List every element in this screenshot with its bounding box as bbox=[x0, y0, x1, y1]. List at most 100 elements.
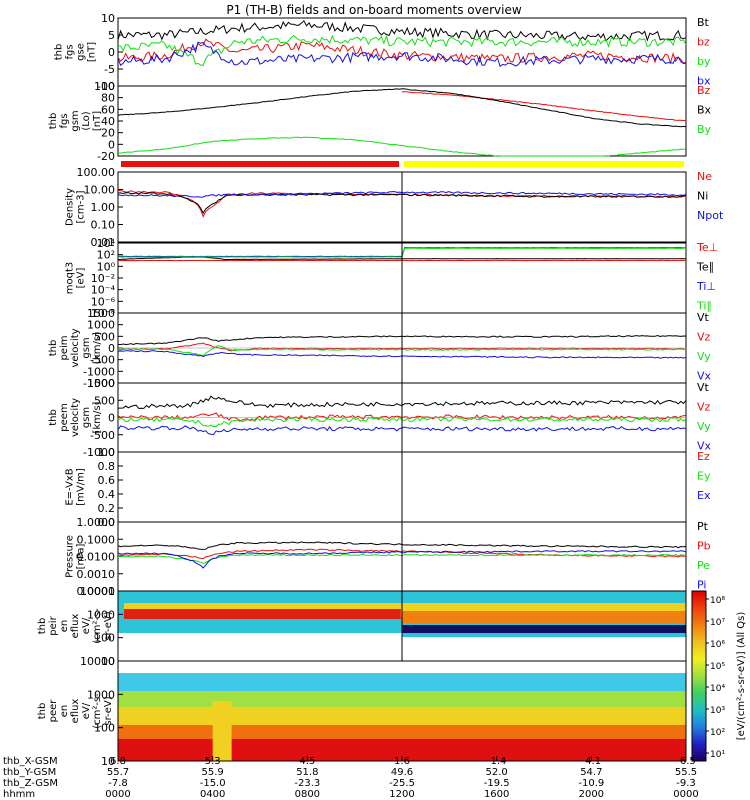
ephemeris-value: 0400 bbox=[200, 789, 225, 800]
y-tick-label: 0 bbox=[108, 412, 115, 425]
y-axis-label-line: gsm bbox=[70, 110, 81, 131]
ephemeris-value: 54.7 bbox=[580, 767, 602, 778]
legend-entry: Vy bbox=[697, 420, 711, 433]
spectrogram-ion-edge bbox=[402, 633, 686, 637]
y-axis-label-line: velocity bbox=[70, 398, 81, 437]
y-axis-label-line: [nPa] bbox=[76, 543, 87, 569]
y-axis-label: thbfgsgse[nT] bbox=[54, 42, 98, 62]
ephemeris-row-label: thb_X-GSM bbox=[3, 756, 58, 767]
ephemeris-value: -23.3 bbox=[294, 778, 320, 789]
legend-entry: Pe bbox=[697, 559, 710, 572]
y-tick-label: 100 bbox=[94, 80, 115, 93]
y-tick-label: 0.1000 bbox=[77, 533, 116, 546]
y-axis-label-line: thb bbox=[48, 340, 59, 357]
y-axis-label: thbpeerenefluxeV/(cm²-s-sr-eV) bbox=[37, 693, 114, 729]
y-tick-label: 0.0001 bbox=[77, 585, 116, 598]
mode-bar-fast bbox=[404, 161, 684, 167]
panel-p8: 1.00000.10000.01000.00100.0001Pressure[n… bbox=[65, 516, 711, 598]
y-axis-label: thbpeimvelocitygsm[km/s] bbox=[48, 328, 103, 367]
colorbar-tick-label: 10⁶ bbox=[710, 640, 725, 650]
y-tick-label: 0.4 bbox=[98, 488, 116, 501]
legend-entry: Ex bbox=[697, 489, 711, 502]
y-axis-label-line: fgs bbox=[59, 113, 70, 128]
legend-entry: Ez bbox=[697, 450, 710, 463]
y-tick-label: 0 bbox=[108, 46, 115, 59]
spectrogram-electron-band-cyan bbox=[118, 673, 686, 693]
y-axis-label-line: fgs bbox=[65, 44, 76, 59]
ephemeris-value: -4.1 bbox=[582, 756, 602, 767]
ephemeris-value: -15.0 bbox=[200, 778, 226, 789]
y-axis-label-line: peim bbox=[59, 335, 70, 360]
y-axis-label-line: thb bbox=[48, 409, 59, 426]
legend-entry: Pb bbox=[697, 540, 711, 553]
y-tick-label: 500 bbox=[94, 330, 115, 343]
panel-p1: 10 5 0 -5 -10 thbfgsgse[nT] Bt bz by bx bbox=[54, 12, 711, 93]
y-tick-label: 1000 bbox=[87, 377, 115, 390]
ephemeris-value: 52.0 bbox=[486, 767, 508, 778]
y-axis-label-line: thb bbox=[37, 618, 48, 635]
ephemeris-value: 5.3 bbox=[205, 756, 221, 767]
legend-entry: Pi bbox=[697, 579, 706, 592]
y-tick-label: 100 bbox=[94, 632, 115, 645]
ephemeris-value: 6.8 bbox=[110, 756, 126, 767]
y-tick-label: 10⁻⁶ bbox=[91, 295, 116, 308]
y-tick-label: 100 bbox=[94, 722, 115, 735]
y-axis-label-line: eflux bbox=[70, 614, 81, 639]
ephemeris-value: 49.6 bbox=[391, 767, 413, 778]
colorbar-tick-label: 10⁸ bbox=[710, 596, 725, 606]
y-tick-label: -1500 bbox=[83, 377, 115, 390]
colorbar-tick-label: 10¹ bbox=[710, 750, 725, 760]
plot-title: P1 (TH-B) fields and on-board moments ov… bbox=[226, 3, 522, 17]
y-tick-label: -10 bbox=[97, 80, 115, 93]
spectrogram-electron-band-yellow bbox=[118, 707, 686, 725]
y-tick-label: 0.01 bbox=[91, 236, 116, 249]
y-axis-label-line: [cm-3] bbox=[76, 190, 87, 223]
ephemeris-value: 55.5 bbox=[675, 767, 697, 778]
y-axis-label: Pressure[nPa] bbox=[65, 535, 87, 578]
ephemeris-value: 0000 bbox=[105, 789, 130, 800]
legend-entry: Ni bbox=[697, 190, 708, 203]
y-tick-label: 0.8 bbox=[98, 460, 116, 473]
y-tick-label: 10000 bbox=[80, 655, 115, 668]
spectrogram-electron-band-green bbox=[118, 691, 686, 707]
y-tick-label: 1.0 bbox=[98, 446, 116, 459]
y-axis-label: thbpeirenefluxeV/(cm²-s-sr-eV) bbox=[37, 608, 114, 644]
y-tick-label: 5 bbox=[108, 29, 115, 42]
y-tick-label: 1500 bbox=[87, 307, 115, 320]
y-tick-label: -1000 bbox=[83, 446, 115, 459]
y-axis-label-line: Pressure bbox=[65, 535, 76, 578]
y-axis-label-line: sr-eV) bbox=[103, 611, 114, 640]
y-tick-label: 500 bbox=[94, 394, 115, 407]
legend-entry: Ne bbox=[697, 170, 712, 183]
y-tick-label: -5 bbox=[104, 63, 115, 76]
y-tick-label: 1000 bbox=[87, 688, 115, 701]
y-tick-label: 0.2 bbox=[98, 502, 116, 515]
ephemeris-row-label: thb_Y-GSM bbox=[3, 767, 56, 778]
y-axis-label-line: sr-eV) bbox=[103, 696, 114, 725]
legend-entry: Ti∥ bbox=[696, 300, 712, 313]
ephemeris-value: -10.9 bbox=[578, 778, 604, 789]
y-axis-label: thbfgsgsm(Lo)[nT] bbox=[48, 110, 103, 131]
colorbar-label: [eV/(cm²-s-sr-eV)] (All Qs) bbox=[736, 612, 747, 741]
y-axis-label: thbpeemvelocitygsm[km/s] bbox=[48, 398, 103, 437]
panel-p10: 10000 1000 100 10 thbpeerenefluxeV/(cm²-s-sr… bbox=[37, 655, 687, 768]
ephemeris-row-label: hhmm bbox=[3, 789, 35, 800]
y-tick-label: 0 bbox=[108, 138, 115, 151]
y-tick-label: 0.10 bbox=[91, 219, 116, 232]
legend-entry: Pt bbox=[697, 520, 709, 533]
y-axis-label-line: thb bbox=[48, 113, 59, 130]
ephemeris-value: -1.4 bbox=[487, 756, 507, 767]
y-axis-label-line: (Lo) bbox=[81, 111, 92, 130]
legend-entry: bz bbox=[697, 36, 710, 49]
spectrogram-ion-band-orange bbox=[402, 611, 686, 623]
legend-entry: Bz bbox=[697, 84, 711, 97]
legend-entry: Vy bbox=[697, 350, 711, 363]
y-tick-label: -20 bbox=[97, 150, 115, 163]
panel-stack: 1050-5-10thbfgsgse[nT]Btbzbybx1008060402… bbox=[37, 12, 747, 768]
y-axis-label-line: en bbox=[59, 620, 70, 633]
y-tick-label: 10 bbox=[101, 755, 115, 768]
y-axis-label-line: eflux bbox=[70, 699, 81, 724]
y-tick-label: 80 bbox=[101, 92, 115, 105]
y-tick-label: 0.0010 bbox=[77, 568, 116, 581]
spectrogram-electron-event bbox=[212, 701, 232, 761]
